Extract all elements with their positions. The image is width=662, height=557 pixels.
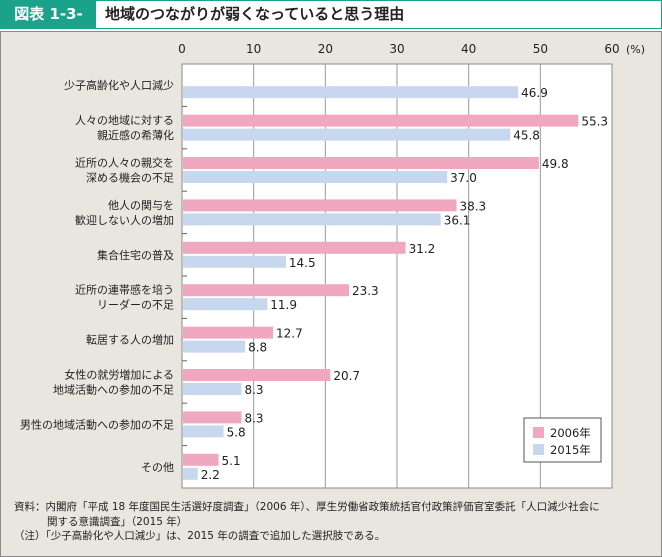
bar-2015 (183, 298, 268, 311)
category-label: 地域活動への参加の不足 (53, 383, 174, 397)
bar-2015 (183, 255, 286, 268)
bar-2006 (183, 284, 349, 297)
bar-2006 (183, 157, 539, 169)
x-tick-label: 60 (604, 42, 619, 56)
x-tick-label: 0 (178, 42, 186, 56)
bar-2015 (183, 467, 198, 480)
category-label: 歓迎しない人の増加 (75, 213, 174, 227)
data-label: 49.8 (542, 157, 569, 171)
bar-2015 (183, 340, 246, 353)
bar-2015 (183, 171, 448, 183)
data-label: 38.3 (459, 199, 486, 213)
data-label: 8.3 (244, 383, 263, 397)
bar-2006 (183, 411, 242, 424)
category-label: 少子高齢化や人口減少 (64, 78, 174, 92)
legend-label: 2015年 (550, 443, 591, 457)
bar-2015 (183, 383, 242, 395)
category-label: 近所の人々の親交を (75, 156, 174, 170)
data-label: 37.0 (450, 171, 477, 185)
legend-swatch-2015 (533, 444, 544, 455)
data-label: 46.9 (521, 86, 548, 100)
legend-swatch-2006 (533, 427, 544, 438)
bar-2006 (183, 326, 274, 339)
notes: 資料：内閣府「平成 18 年度国民生活選好度調査」（2006 年）、厚生労働省政… (14, 500, 600, 544)
source-note-line-2: 関する意識調査」（2015 年） (47, 515, 188, 528)
data-label: 20.7 (333, 369, 360, 383)
category-label: 転居する人の増加 (86, 334, 174, 347)
bar-2015 (183, 128, 511, 141)
data-label: 8.3 (244, 411, 263, 425)
bar-2015 (183, 213, 441, 226)
legend-label: 2006年 (550, 426, 591, 440)
data-label: 14.5 (289, 256, 316, 270)
source-note-line-1: 資料：内閣府「平成 18 年度国民生活選好度調査」（2006 年）、厚生労働省政… (14, 501, 600, 513)
category-label: 深める機会の不足 (86, 171, 174, 185)
bar-2006 (183, 369, 331, 381)
data-label: 36.1 (444, 213, 471, 227)
x-tick-label: 40 (461, 42, 476, 56)
category-label: 近所の連帯感を培う (75, 283, 174, 297)
bar-2006 (183, 453, 219, 466)
x-tick-label: 50 (533, 42, 548, 56)
data-label: 5.1 (222, 454, 241, 468)
category-label: 集合住宅の普及 (97, 248, 174, 262)
x-unit-label: (%) (626, 43, 645, 56)
category-label: 女性の就労増加による (64, 368, 174, 382)
data-label: 8.8 (248, 341, 267, 355)
category-label: 人々の地域に対する (75, 113, 174, 127)
data-label: 31.2 (409, 242, 436, 256)
data-label: 55.3 (581, 115, 608, 129)
category-label: リーダーの不足 (97, 298, 174, 312)
category-label: その他 (141, 461, 174, 474)
data-label: 11.9 (270, 298, 297, 312)
data-label: 23.3 (352, 284, 379, 298)
bar-2015 (183, 425, 224, 438)
figure-title: 地域のつながりが弱くなっていると思う理由 (105, 5, 405, 23)
category-label: 男性の地域活動への参加の不足 (20, 417, 174, 431)
footnote: （注）「少子高齢化や人口減少」は、2015 年の調査で追加した選択肢である。 (14, 530, 386, 542)
category-label: 他人の関与を (108, 199, 174, 212)
x-tick-label: 30 (389, 42, 404, 56)
data-label: 5.8 (227, 425, 246, 439)
bar-2015 (183, 86, 519, 99)
bar-2006 (183, 114, 579, 127)
figure-header: 図表 1-3-107 地域のつながりが弱くなっていると思う理由 (0, 0, 662, 50)
data-label: 2.2 (201, 468, 220, 482)
data-label: 45.8 (513, 129, 540, 143)
category-label: 親近感の希薄化 (97, 128, 174, 142)
x-tick-label: 20 (318, 42, 333, 56)
data-label: 12.7 (276, 327, 303, 341)
x-tick-label: 10 (246, 42, 261, 56)
bar-2006 (183, 241, 406, 254)
bar-2006 (183, 199, 457, 212)
